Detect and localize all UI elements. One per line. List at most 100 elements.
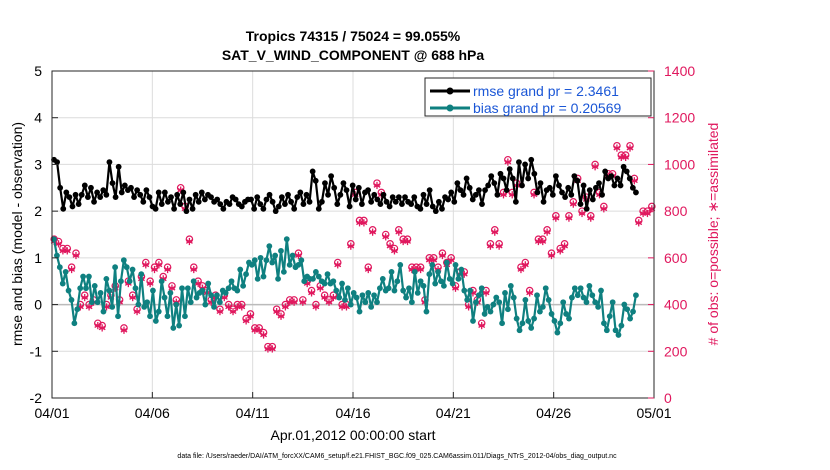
rmse-point	[306, 198, 313, 205]
bias-point	[473, 299, 479, 306]
rmse-point	[368, 198, 375, 205]
bias-point	[426, 271, 433, 278]
rmse-point	[359, 201, 365, 208]
obs-assimilated-point	[312, 303, 320, 311]
bias-point	[91, 282, 98, 289]
rmse-point	[626, 175, 633, 182]
bias-point	[254, 275, 261, 282]
obs-assimilated-point	[334, 261, 342, 269]
obs-assimilated-point	[500, 191, 507, 199]
obs-assimilated-point	[155, 261, 163, 269]
rmse-point	[322, 180, 328, 187]
rmse-point	[565, 184, 572, 191]
rmse-point	[392, 198, 399, 205]
obs-assimilated-point	[591, 163, 599, 171]
bias-point	[211, 304, 217, 310]
rmse-point	[303, 191, 310, 198]
bias-point	[519, 320, 526, 327]
rmse-point	[115, 163, 122, 170]
obs-assimilated-point	[390, 247, 398, 255]
bias-point	[621, 301, 628, 308]
obs-assimilated-point	[600, 205, 608, 213]
bias-point	[295, 261, 302, 268]
rmse-point	[355, 184, 362, 191]
rmse-point	[186, 196, 193, 203]
rmse-point	[380, 191, 387, 198]
rmse-point	[448, 189, 455, 196]
x-tick-label: 04/26	[536, 405, 571, 421]
rmse-point	[460, 191, 467, 198]
obs-assimilated-point	[360, 219, 368, 227]
obs-assimilated-point	[190, 265, 198, 274]
bias-point	[56, 264, 63, 271]
bias-point	[618, 322, 625, 329]
obs-assimilated-point	[55, 240, 62, 248]
bias-point	[237, 266, 244, 273]
rmse-point	[469, 196, 476, 203]
rmse-point	[334, 201, 341, 208]
rmse-point	[512, 198, 519, 205]
obs-assimilated-point	[72, 251, 80, 260]
obs-assimilated-point	[325, 298, 333, 306]
bias-point	[603, 327, 610, 334]
rmse-point	[232, 196, 239, 203]
bias-point	[86, 273, 92, 280]
bias-point	[609, 299, 616, 306]
bias-point	[507, 282, 514, 289]
rmse-point	[417, 205, 424, 212]
bias-point	[522, 297, 529, 303]
x-tick-label: 04/01	[34, 405, 69, 421]
rmse-series	[51, 156, 639, 215]
obs-assimilated-point	[548, 251, 555, 260]
rmse-point	[161, 189, 168, 196]
bias-point	[446, 275, 453, 282]
rmse-point	[275, 203, 282, 210]
bias-point	[202, 301, 209, 308]
rmse-point	[146, 194, 153, 201]
bias-point	[394, 278, 401, 285]
bias-point	[280, 268, 287, 275]
bias-point	[62, 268, 69, 275]
rmse-point	[546, 184, 553, 191]
obs-assimilated-point	[517, 265, 525, 274]
rmse-point	[445, 196, 452, 203]
obs-assimilated-point	[452, 284, 459, 292]
bias-point	[397, 261, 404, 268]
bias-point	[103, 275, 110, 282]
x-tick-label: 04/21	[436, 405, 471, 421]
bias-point	[225, 285, 232, 292]
rmse-point	[171, 205, 177, 212]
obs-assimilated-point	[98, 324, 106, 332]
rmse-point	[312, 177, 319, 184]
obs-assimilated-point	[622, 153, 630, 162]
rmse-point	[531, 170, 538, 177]
rmse-point	[251, 205, 258, 212]
y2-tick-label: 1200	[664, 110, 695, 126]
obs-assimilated-point	[247, 312, 254, 320]
rmse-point	[577, 201, 584, 208]
rmse-point	[614, 175, 621, 182]
rmse-point	[128, 184, 134, 191]
rmse-point	[331, 184, 338, 191]
rmse-point	[131, 194, 137, 201]
obs-assimilated-point	[273, 307, 281, 316]
rmse-point	[201, 196, 208, 203]
bias-point	[496, 299, 503, 306]
rmse-point	[57, 184, 64, 191]
rmse-point	[608, 173, 615, 180]
bias-point	[615, 332, 622, 338]
bias-point	[120, 257, 127, 264]
bias-point	[525, 318, 532, 324]
bias-point	[545, 297, 552, 303]
bias-point	[138, 271, 145, 278]
bias-point	[580, 294, 587, 301]
bias-point	[560, 299, 567, 306]
obs-assimilated-point	[142, 261, 150, 269]
y-tick-label: 3	[34, 156, 42, 172]
rmse-point	[522, 161, 528, 168]
bias-point	[182, 313, 188, 320]
bias-point	[228, 278, 235, 285]
bias-point	[633, 292, 639, 299]
bias-point	[115, 313, 121, 320]
rmse-point	[463, 175, 470, 182]
